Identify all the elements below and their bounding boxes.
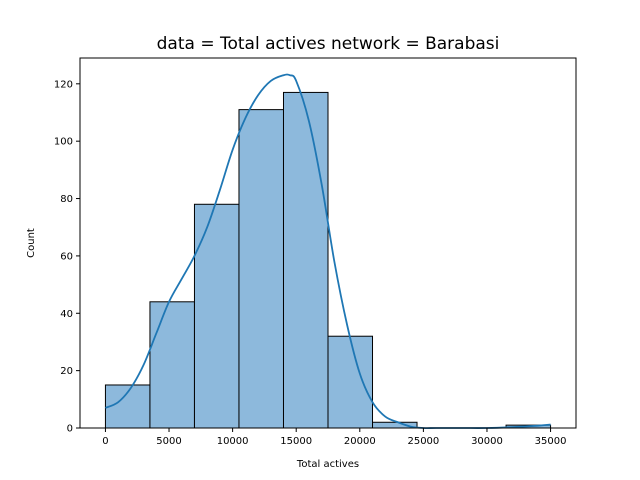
x-tick-label: 20000 [344, 436, 376, 447]
x-axis-label: Total actives [296, 459, 359, 470]
y-tick-label: 120 [54, 79, 73, 90]
y-tick-label: 20 [60, 366, 73, 377]
histogram-bar-2 [193, 203, 240, 429]
histogram-bar-1 [149, 301, 195, 429]
x-tick-label: 15000 [280, 436, 312, 447]
x-tick-label: 35000 [535, 436, 567, 447]
y-tick-label: 60 [60, 251, 73, 262]
y-tick-label: 80 [60, 194, 73, 205]
bars-layer [104, 91, 552, 429]
x-tick-label: 5000 [156, 436, 181, 447]
y-tick-label: 100 [54, 137, 73, 148]
y-tick-label: 0 [67, 424, 73, 435]
histogram-bar-4 [282, 91, 329, 429]
histogram-bar-5 [327, 335, 374, 429]
x-tick-label: 10000 [217, 436, 249, 447]
y-axis-label: Count [26, 228, 37, 258]
x-axis-ticks: 0 5000 10000 15000 20000 25000 30000 35000 [102, 428, 566, 447]
x-tick-label: 25000 [407, 436, 439, 447]
x-tick-label: 30000 [471, 436, 503, 447]
y-tick-label: 40 [60, 309, 73, 320]
histogram-bar-3 [238, 109, 284, 429]
y-axis-ticks: 0 20 40 60 80 100 120 [54, 79, 80, 435]
plot-frame [79, 57, 577, 429]
chart-title: data = Total actives network = Barabasi [157, 34, 500, 54]
x-tick-label: 0 [102, 436, 108, 447]
